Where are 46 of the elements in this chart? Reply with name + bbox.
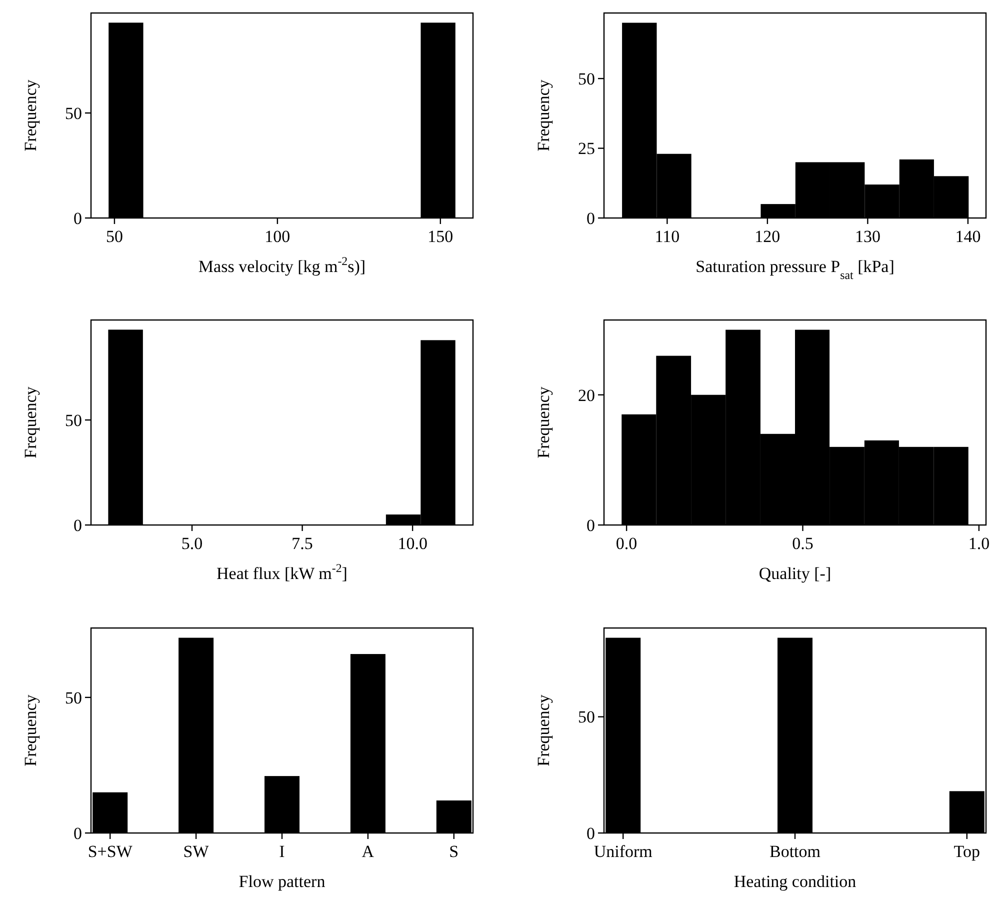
x-tick-label: I: [279, 842, 286, 861]
x-tick-label: A: [362, 842, 375, 861]
x-axis-title: Mass velocity [kg m$^{-2}$s)]: [198, 254, 366, 276]
x-tick-label: Top: [954, 842, 980, 861]
y-axis-title: Frequency: [534, 79, 553, 152]
y-axis-title: Frequency: [21, 694, 40, 766]
x-tick-label: Bottom: [769, 842, 821, 861]
y-tick-label: 50: [65, 104, 82, 123]
x-tick-label: 100: [264, 227, 290, 246]
x-tick-label: 150: [428, 227, 454, 246]
x-tick-label: 110: [654, 227, 680, 246]
y-axis-title: Frequency: [534, 694, 553, 766]
y-tick-label: 0: [74, 824, 82, 843]
y-tick-label: 25: [578, 139, 595, 158]
x-tick-label: S+SW: [88, 842, 134, 861]
y-tick-label: 0: [74, 208, 82, 228]
y-tick-label: 50: [65, 688, 82, 708]
x-axis-title: Heat flux [kW m$^{-2}$]: [216, 561, 348, 583]
x-tick-label: Uniform: [594, 842, 652, 861]
x-tick-label: 7.5: [292, 534, 313, 553]
x-tick-label: 130: [854, 227, 880, 246]
y-tick-label: 0: [586, 208, 595, 228]
x-tick-label: 5.0: [181, 534, 203, 553]
x-axis-title: Quality [-]: [758, 564, 832, 583]
x-axis-title: Flow pattern: [238, 872, 326, 891]
x-axis-title: Heating condition: [734, 872, 857, 891]
x-tick-label: S: [449, 842, 459, 861]
y-tick-label: 20: [578, 386, 595, 405]
y-tick-label: 50: [578, 708, 595, 727]
x-tick-label: 50: [106, 227, 123, 246]
y-tick-label: 50: [578, 69, 595, 88]
x-tick-label: 120: [754, 227, 780, 246]
y-axis-title: Frequency: [21, 79, 40, 152]
y-tick-label: 0: [586, 824, 595, 843]
y-tick-label: 0: [586, 516, 595, 535]
y-tick-label: 0: [74, 516, 82, 535]
x-tick-label: 10.0: [398, 534, 428, 553]
y-axis-title: Frequency: [534, 386, 553, 458]
x-tick-label: SW: [183, 842, 210, 861]
x-tick-label: 140: [955, 227, 981, 246]
y-tick-label: 50: [65, 410, 82, 430]
x-tick-label: 1.0: [968, 534, 990, 553]
x-tick-label: 0.0: [616, 534, 638, 553]
x-tick-label: 0.5: [792, 534, 814, 553]
y-axis-title: Frequency: [21, 386, 40, 458]
x-axis-title: Saturation pressure P$_{sat}$ [kPa]: [696, 257, 894, 282]
